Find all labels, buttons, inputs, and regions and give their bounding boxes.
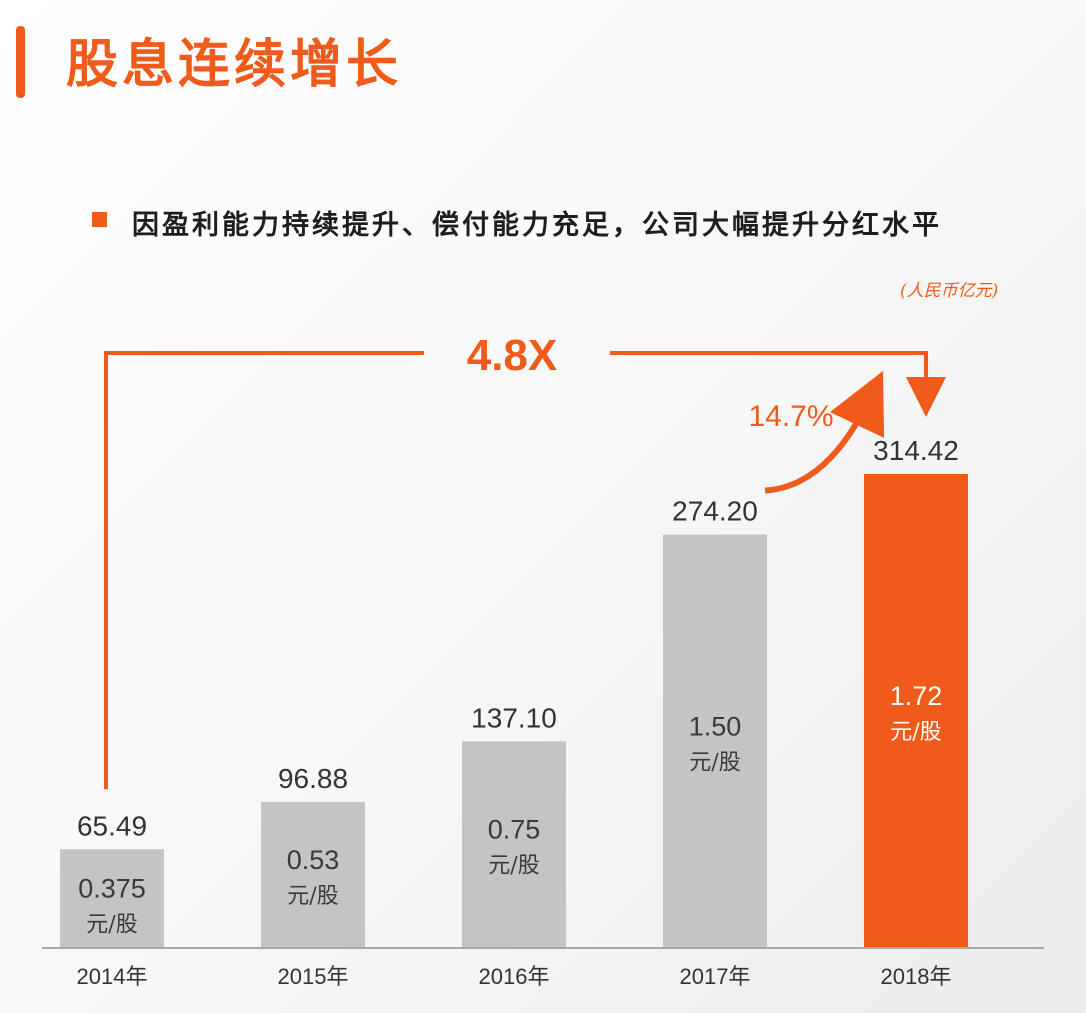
dps-value-4: 1.72	[890, 681, 943, 711]
value-label-2: 137.10	[471, 702, 557, 733]
value-label-0: 65.49	[77, 810, 147, 841]
x-tick-label-4: 2018年	[881, 964, 952, 989]
x-tick-label-2: 2016年	[479, 964, 550, 989]
bar-2	[462, 741, 566, 948]
page-title: 股息连续增长	[66, 34, 403, 95]
subtitle: 因盈利能力持续提升、偿付能力充足，公司大幅提升分红水平	[132, 210, 942, 241]
x-tick-label-3: 2017年	[680, 964, 751, 989]
dps-value-0: 0.375	[78, 873, 146, 903]
growth-arrow	[764, 370, 885, 494]
growth-label: 14.7%	[748, 400, 833, 433]
value-label-3: 274.20	[672, 496, 758, 527]
growth-bracket-right	[610, 351, 946, 417]
growth-bracket-left	[104, 351, 424, 790]
dps-unit-0: 元/股	[86, 912, 137, 937]
dps-value-3: 1.50	[689, 711, 742, 741]
bullet-square-icon	[92, 212, 107, 227]
dps-value-2: 0.75	[488, 815, 541, 845]
bar-4	[864, 474, 968, 948]
value-label-4: 314.42	[873, 435, 959, 466]
dps-unit-1: 元/股	[287, 884, 338, 909]
bar-0	[60, 849, 164, 948]
multiple-label: 4.8X	[467, 331, 558, 380]
unit-label: (人民币亿元)	[900, 281, 999, 301]
value-label-1: 96.88	[278, 763, 348, 794]
bar-1	[261, 801, 365, 948]
x-tick-label-0: 2014年	[77, 964, 148, 989]
dps-unit-3: 元/股	[689, 750, 740, 775]
bar-3	[663, 534, 767, 948]
title-accent-bar	[16, 26, 25, 98]
x-tick-label-1: 2015年	[278, 964, 349, 989]
dps-unit-2: 元/股	[488, 854, 539, 879]
dps-unit-4: 元/股	[890, 720, 941, 745]
dps-value-1: 0.53	[287, 845, 340, 875]
